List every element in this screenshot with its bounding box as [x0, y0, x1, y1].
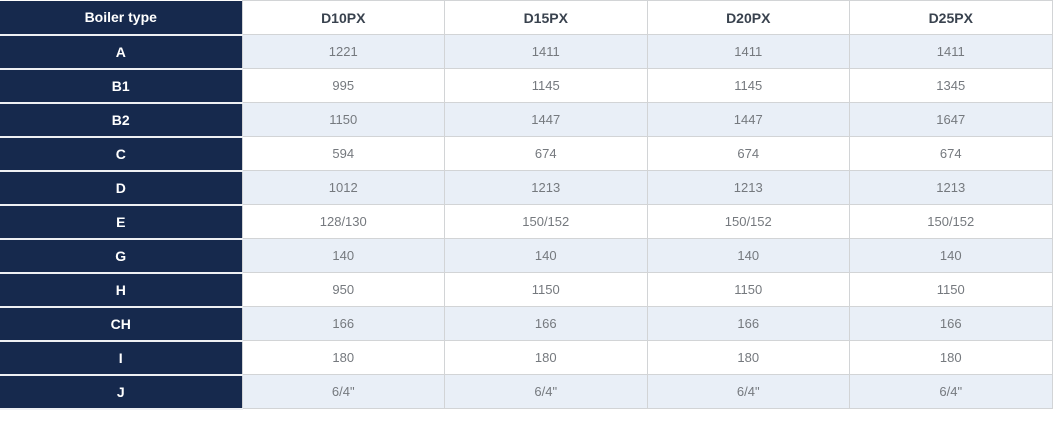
table-row: B2 1150 1447 1447 1647 [0, 102, 1053, 138]
table-row: CH 166 166 166 166 [0, 306, 1053, 342]
cell-value: 1447 [444, 102, 648, 137]
column-header-d25px: D25PX [849, 0, 1053, 35]
cell-value: 1411 [646, 34, 850, 69]
cell-value: 1145 [444, 68, 648, 103]
table-row: I 180 180 180 180 [0, 340, 1053, 376]
table-row: H 950 1150 1150 1150 [0, 272, 1053, 308]
table-row: A 1221 1411 1411 1411 [0, 34, 1053, 70]
cell-value: 180 [444, 340, 648, 375]
table-row: C 594 674 674 674 [0, 136, 1053, 172]
row-label: I [0, 340, 243, 376]
cell-value: 1213 [849, 170, 1053, 205]
column-header-boiler-type: Boiler type [0, 0, 243, 36]
row-label: CH [0, 306, 243, 342]
table-body: A 1221 1411 1411 1411 B1 995 1145 1145 1345 B2 1150… [0, 34, 1053, 410]
cell-value: 950 [241, 272, 445, 307]
cell-value: 128/130 [241, 204, 445, 239]
cell-value: 140 [646, 238, 850, 273]
cell-value: 1411 [849, 34, 1053, 69]
boiler-spec-table: Boiler type D10PX D15PX D20PX D25PX A 122… [0, 0, 1053, 410]
cell-value: 140 [241, 238, 445, 273]
row-label: H [0, 272, 243, 308]
column-header-d15px: D15PX [444, 0, 648, 35]
row-label: D [0, 170, 243, 206]
column-header-d10px: D10PX [241, 0, 445, 35]
table-row: B1 995 1145 1145 1345 [0, 68, 1053, 104]
cell-value: 1150 [646, 272, 850, 307]
cell-value: 6/4" [241, 374, 445, 409]
cell-value: 1150 [849, 272, 1053, 307]
cell-value: 1221 [241, 34, 445, 69]
cell-value: 1345 [849, 68, 1053, 103]
cell-value: 1411 [444, 34, 648, 69]
cell-value: 150/152 [444, 204, 648, 239]
cell-value: 140 [444, 238, 648, 273]
cell-value: 166 [849, 306, 1053, 341]
cell-value: 150/152 [646, 204, 850, 239]
cell-value: 674 [849, 136, 1053, 171]
column-header-d20px: D20PX [646, 0, 850, 35]
table-row: G 140 140 140 140 [0, 238, 1053, 274]
table-row: E 128/130 150/152 150/152 150/152 [0, 204, 1053, 240]
cell-value: 140 [849, 238, 1053, 273]
table-header: Boiler type D10PX D15PX D20PX D25PX [0, 0, 1053, 36]
cell-value: 180 [849, 340, 1053, 375]
row-label: C [0, 136, 243, 172]
header-row: Boiler type D10PX D15PX D20PX D25PX [0, 0, 1053, 36]
cell-value: 1213 [646, 170, 850, 205]
cell-value: 674 [444, 136, 648, 171]
cell-value: 180 [646, 340, 850, 375]
row-label: E [0, 204, 243, 240]
cell-value: 6/4" [444, 374, 648, 409]
row-label: G [0, 238, 243, 274]
table-row: D 1012 1213 1213 1213 [0, 170, 1053, 206]
cell-value: 995 [241, 68, 445, 103]
cell-value: 1647 [849, 102, 1053, 137]
row-label: B2 [0, 102, 243, 138]
cell-value: 594 [241, 136, 445, 171]
cell-value: 1213 [444, 170, 648, 205]
cell-value: 166 [444, 306, 648, 341]
row-label: B1 [0, 68, 243, 104]
cell-value: 166 [646, 306, 850, 341]
cell-value: 150/152 [849, 204, 1053, 239]
cell-value: 674 [646, 136, 850, 171]
cell-value: 6/4" [849, 374, 1053, 409]
row-label: J [0, 374, 243, 410]
cell-value: 1145 [646, 68, 850, 103]
cell-value: 1447 [646, 102, 850, 137]
table-row: J 6/4" 6/4" 6/4" 6/4" [0, 374, 1053, 410]
cell-value: 1150 [444, 272, 648, 307]
cell-value: 166 [241, 306, 445, 341]
cell-value: 180 [241, 340, 445, 375]
cell-value: 1150 [241, 102, 445, 137]
cell-value: 6/4" [646, 374, 850, 409]
row-label: A [0, 34, 243, 70]
cell-value: 1012 [241, 170, 445, 205]
